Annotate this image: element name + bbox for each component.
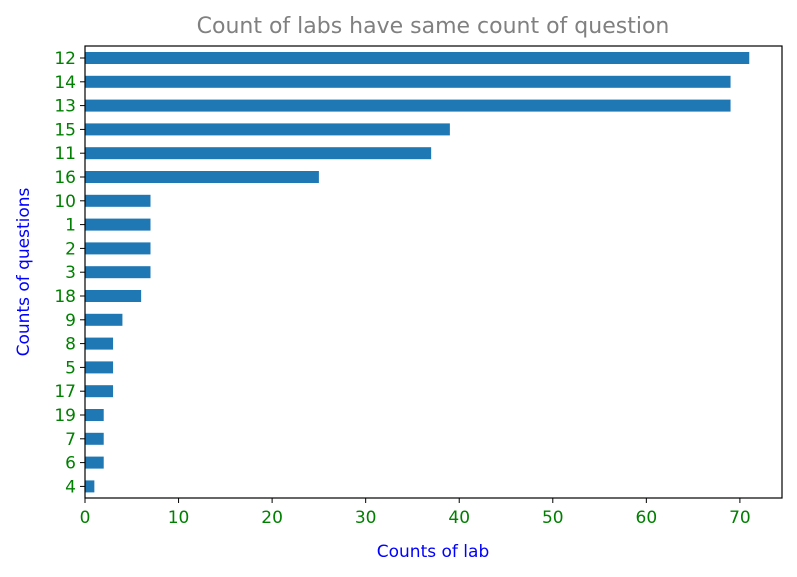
y-tick-label: 12 xyxy=(54,49,76,69)
y-tick-label: 13 xyxy=(54,97,76,117)
y-tick-label: 17 xyxy=(54,382,76,402)
x-tick-label: 40 xyxy=(448,508,470,528)
bar-11 xyxy=(85,147,432,160)
x-axis-label: Counts of lab xyxy=(377,542,489,562)
y-tick-label: 4 xyxy=(65,477,76,497)
y-tick-label: 11 xyxy=(54,144,76,164)
y-tick-label: 7 xyxy=(65,430,76,450)
y-tick-label: 3 xyxy=(65,263,76,283)
bar-17 xyxy=(85,385,114,398)
bar-14 xyxy=(85,75,731,88)
bar-3 xyxy=(85,266,151,279)
bar-13 xyxy=(85,99,731,112)
x-tick-label: 30 xyxy=(355,508,377,528)
y-tick-label: 6 xyxy=(65,454,76,474)
y-tick-label: 10 xyxy=(54,192,76,212)
x-tick-label: 50 xyxy=(542,508,564,528)
bar-16 xyxy=(85,171,319,183)
bar-12 xyxy=(85,52,750,64)
bar-10 xyxy=(85,194,151,207)
x-tick-label: 60 xyxy=(636,508,658,528)
y-tick-label: 15 xyxy=(54,120,76,140)
bar-18 xyxy=(85,290,142,302)
chart-title: Count of labs have same count of questio… xyxy=(197,14,670,39)
bar-8 xyxy=(85,337,114,350)
bar-9 xyxy=(85,313,123,326)
bar-15 xyxy=(85,123,450,136)
bar-2 xyxy=(85,242,151,255)
x-tick-label: 20 xyxy=(261,508,283,528)
plot-frame xyxy=(84,45,783,499)
y-tick-label: 8 xyxy=(65,335,76,355)
bar-7 xyxy=(85,432,104,445)
y-tick-label: 19 xyxy=(54,406,76,426)
y-tick-label: 5 xyxy=(65,358,76,378)
y-tick-label: 1 xyxy=(65,216,76,236)
y-tick-label: 9 xyxy=(65,311,76,331)
bar-19 xyxy=(85,409,104,421)
bar-6 xyxy=(85,456,104,469)
y-tick-label: 18 xyxy=(54,287,76,307)
bar-5 xyxy=(85,361,114,374)
bar-1 xyxy=(85,218,151,231)
x-tick-label: 0 xyxy=(80,508,91,528)
y-tick-label: 16 xyxy=(54,168,76,188)
x-tick-label: 70 xyxy=(729,508,751,528)
y-tick-label: 14 xyxy=(54,73,76,93)
y-axis-label: Counts of questions xyxy=(14,187,34,356)
x-tick-label: 10 xyxy=(168,508,190,528)
y-tick-label: 2 xyxy=(65,239,76,259)
bars-group xyxy=(85,52,750,493)
bar-4 xyxy=(85,480,95,493)
x-axis-ticks: 0 10 20 30 40 50 60 70 xyxy=(80,498,751,528)
